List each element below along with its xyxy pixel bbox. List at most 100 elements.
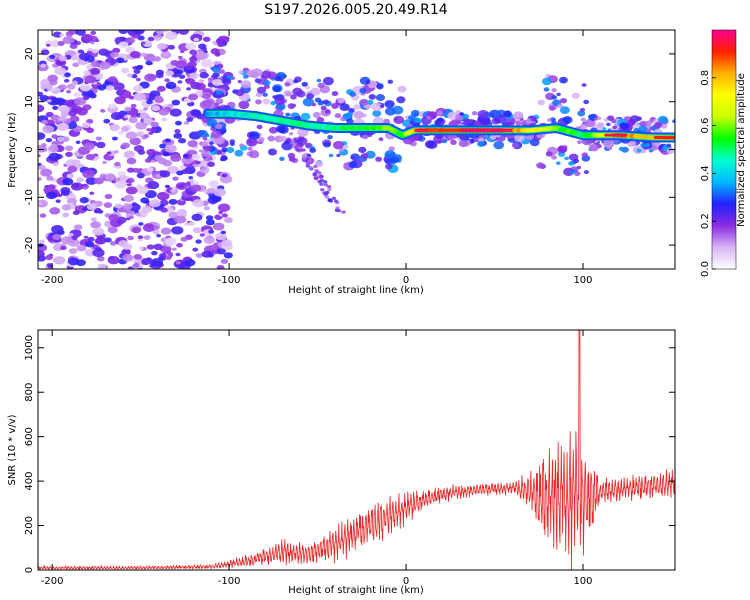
noise-blob [165, 81, 177, 90]
spectral-blob [458, 139, 469, 148]
noise-blob [127, 266, 135, 269]
noise-blob [53, 256, 66, 265]
spectral-blob [204, 98, 216, 108]
spectral-blob [657, 115, 668, 124]
spectral-blob [215, 90, 223, 96]
noise-blob [217, 203, 231, 212]
spectral-blob [262, 92, 268, 97]
noise-blob [128, 215, 134, 220]
noise-blob [189, 49, 198, 55]
spectrogram-x-tick-label: -100 [218, 275, 241, 286]
spectral-blob [640, 142, 647, 148]
spectral-blob [215, 123, 223, 130]
noise-blob [195, 253, 203, 258]
noise-blob [118, 90, 132, 99]
noise-blob [184, 256, 191, 261]
noise-blob [173, 132, 183, 139]
spectral-blob [295, 148, 300, 152]
noise-blob [72, 62, 80, 68]
noise-blob [188, 178, 195, 183]
spectral-blob [346, 118, 354, 125]
noise-blob [190, 184, 202, 192]
spectral-blob [312, 111, 321, 119]
noise-blob [160, 207, 168, 213]
spectral-blob [581, 152, 588, 158]
noise-blob [76, 107, 88, 116]
spectrogram-plot-area [38, 30, 675, 269]
noise-blob [86, 168, 92, 172]
spectral-blob [322, 141, 331, 148]
noise-blob [97, 209, 104, 214]
noise-blob [175, 252, 181, 257]
spectral-blob [305, 162, 311, 166]
spectral-blob [288, 156, 296, 162]
spectral-blob [267, 148, 278, 156]
noise-blob [159, 44, 166, 49]
spectral-blob [337, 97, 345, 104]
noise-blob [57, 84, 67, 91]
noise-blob [132, 30, 145, 35]
noise-blob [180, 236, 188, 242]
spectral-blob [237, 80, 242, 84]
spectral-blob [379, 104, 385, 108]
noise-blob [137, 149, 146, 155]
noise-blob [133, 92, 146, 101]
noise-blob [72, 210, 80, 216]
spectral-blob [414, 117, 422, 123]
noise-blob [224, 217, 233, 224]
noise-blob [142, 40, 153, 47]
spectral-blob [339, 148, 345, 153]
noise-blob [150, 159, 156, 163]
spectral-blob [639, 120, 648, 127]
spectral-blob [672, 119, 675, 124]
noise-blob [207, 77, 214, 82]
noise-blob [55, 199, 61, 204]
spectral-blob [251, 68, 263, 78]
noise-blob [38, 144, 48, 153]
noise-blob [69, 43, 78, 49]
noise-blob [216, 248, 226, 255]
spectral-blob [577, 110, 586, 117]
spectral-blob [384, 100, 395, 109]
noise-blob [112, 82, 125, 91]
noise-blob [171, 226, 184, 235]
noise-blob [118, 41, 129, 48]
noise-blob [105, 85, 115, 91]
noise-blob [78, 52, 90, 61]
noise-blob [152, 229, 160, 235]
noise-blob [178, 74, 186, 79]
spectral-blob [537, 99, 545, 106]
noise-blob [69, 115, 80, 123]
spectral-blob [306, 93, 315, 100]
spectral-blob [606, 115, 615, 121]
ridge-core [414, 128, 428, 132]
spectral-blob [203, 145, 212, 152]
noise-blob [202, 36, 211, 42]
noise-blob [144, 73, 157, 82]
spectral-blob [283, 90, 292, 97]
spectral-blob [393, 115, 405, 124]
noise-blob [94, 210, 99, 214]
noise-blob [175, 261, 181, 265]
spectral-blob [493, 140, 505, 150]
noise-blob [122, 253, 134, 262]
spectral-blob [272, 85, 281, 92]
spectral-blob [314, 177, 319, 181]
noise-blob [52, 31, 63, 38]
spectral-blob [426, 115, 431, 120]
noise-blob [215, 232, 227, 241]
spectral-blob [240, 80, 252, 89]
spectral-blob [278, 135, 287, 142]
spectral-blob [215, 98, 224, 105]
noise-blob [148, 131, 154, 135]
spectral-blob [332, 140, 345, 150]
noise-blob [143, 107, 148, 111]
noise-blob [120, 67, 130, 74]
noise-blob [198, 79, 205, 84]
noise-blob [176, 170, 184, 176]
noise-blob [203, 190, 209, 194]
noise-blob [135, 121, 148, 130]
spectral-blob [476, 140, 485, 147]
noise-blob [156, 191, 170, 201]
noise-blob [73, 224, 83, 231]
